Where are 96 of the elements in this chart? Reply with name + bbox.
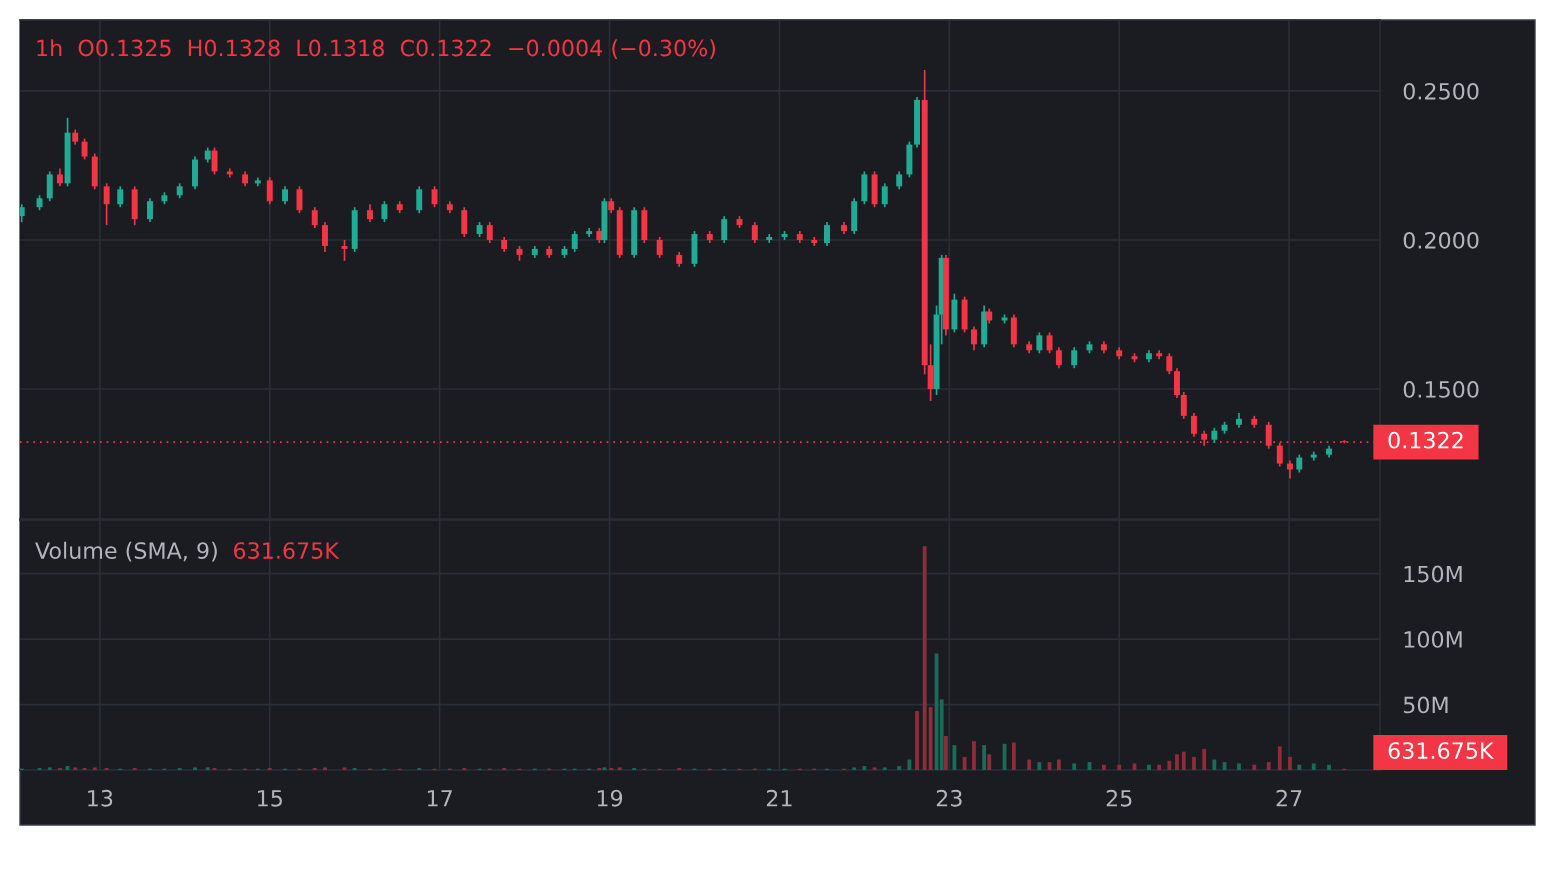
bar bbox=[1181, 751, 1186, 770]
bar bbox=[1212, 759, 1217, 770]
y-tick-label: 150M bbox=[1404, 565, 1462, 583]
y-tick-label: 0.1500 bbox=[1403, 380, 1479, 398]
bar bbox=[922, 546, 927, 770]
candlestick bbox=[1046, 331, 1053, 355]
candlestick bbox=[311, 206, 318, 229]
bar bbox=[1237, 763, 1241, 770]
candlestick bbox=[46, 170, 53, 203]
bar bbox=[1175, 754, 1179, 770]
bar bbox=[928, 707, 933, 770]
bar bbox=[193, 767, 197, 770]
bar bbox=[1011, 742, 1016, 770]
candlestick bbox=[927, 343, 934, 402]
candlestick bbox=[881, 182, 888, 209]
bar bbox=[1147, 764, 1151, 770]
bar bbox=[882, 767, 887, 770]
bar bbox=[939, 699, 944, 770]
x-tick-label: 21 bbox=[766, 789, 792, 807]
candlestick bbox=[751, 221, 758, 244]
candlestick bbox=[103, 182, 110, 226]
candlestick bbox=[970, 325, 977, 352]
bar bbox=[1288, 756, 1292, 770]
bar bbox=[73, 767, 78, 770]
bar bbox=[987, 754, 992, 770]
bar bbox=[1027, 759, 1032, 770]
bar bbox=[962, 756, 967, 770]
candlestick bbox=[117, 185, 124, 209]
bar bbox=[944, 735, 948, 770]
y-tick-label: 50M bbox=[1403, 696, 1448, 714]
bar bbox=[323, 767, 327, 770]
candlestick bbox=[1055, 346, 1062, 370]
candlestick bbox=[1071, 346, 1078, 370]
x-tick-label: 27 bbox=[1276, 789, 1302, 807]
annotation: Volume (SMA, 9) bbox=[35, 541, 217, 562]
bar bbox=[205, 767, 210, 770]
bar bbox=[342, 767, 347, 770]
bar bbox=[602, 767, 607, 770]
ref-line-label: 0.1322 bbox=[1388, 431, 1463, 449]
x-tick-label: 25 bbox=[1106, 789, 1132, 807]
candlestick bbox=[656, 236, 663, 259]
bar bbox=[1037, 762, 1042, 770]
candlestick bbox=[416, 185, 423, 214]
candlestick bbox=[81, 137, 88, 161]
bar bbox=[1252, 764, 1257, 770]
x-tick-label: 19 bbox=[597, 789, 623, 807]
bar bbox=[1192, 756, 1196, 770]
bar bbox=[1117, 764, 1122, 770]
bar bbox=[1277, 746, 1282, 770]
x-tick-label: 17 bbox=[427, 790, 452, 807]
bar bbox=[862, 766, 867, 770]
bar bbox=[1102, 764, 1106, 770]
bar bbox=[1327, 764, 1331, 770]
bar bbox=[907, 759, 912, 770]
bar bbox=[1311, 763, 1316, 770]
x-tick-label: 15 bbox=[258, 790, 282, 807]
bar bbox=[47, 767, 52, 770]
candlestick bbox=[1190, 412, 1197, 438]
y-tick-label: 0.2500 bbox=[1403, 82, 1479, 100]
candlestick bbox=[486, 221, 493, 244]
bar bbox=[1157, 764, 1162, 770]
bar bbox=[1056, 759, 1061, 770]
bar bbox=[617, 767, 622, 770]
bar bbox=[982, 745, 987, 770]
y-tick-label: 100M bbox=[1404, 631, 1462, 648]
bar bbox=[872, 767, 877, 770]
bar bbox=[852, 767, 857, 770]
candlestick bbox=[824, 221, 830, 247]
bar bbox=[1297, 764, 1302, 770]
candlestick bbox=[321, 221, 328, 253]
candlestick bbox=[461, 206, 468, 238]
bar bbox=[1266, 762, 1271, 770]
candlestick bbox=[1174, 367, 1180, 399]
bar bbox=[915, 711, 919, 770]
bar bbox=[92, 767, 97, 770]
candlestick bbox=[211, 146, 218, 176]
candlestick bbox=[1166, 352, 1173, 375]
annotation: 631.675K bbox=[233, 542, 340, 559]
candlestick bbox=[266, 176, 273, 206]
bar bbox=[972, 741, 976, 770]
bar bbox=[1167, 760, 1172, 770]
x-tick-label: 13 bbox=[88, 789, 113, 807]
annotation: 1h O0.1325 H0.1328 L0.1318 C0.1322 −0.0004 (−0.30%) bbox=[37, 39, 716, 59]
candlestick bbox=[1036, 331, 1043, 355]
x-tick-label: 23 bbox=[936, 789, 962, 807]
bar bbox=[897, 766, 902, 770]
candlestick bbox=[431, 185, 438, 209]
bar bbox=[1202, 749, 1207, 770]
candlestick bbox=[571, 230, 578, 253]
candlestick bbox=[381, 200, 388, 223]
bar bbox=[1072, 763, 1077, 770]
text: 631.675K bbox=[1388, 742, 1494, 759]
candlestick bbox=[147, 197, 153, 223]
y-tick-label: 0.2000 bbox=[1403, 231, 1479, 249]
candlestick bbox=[721, 215, 728, 244]
candlestick bbox=[1180, 391, 1187, 420]
